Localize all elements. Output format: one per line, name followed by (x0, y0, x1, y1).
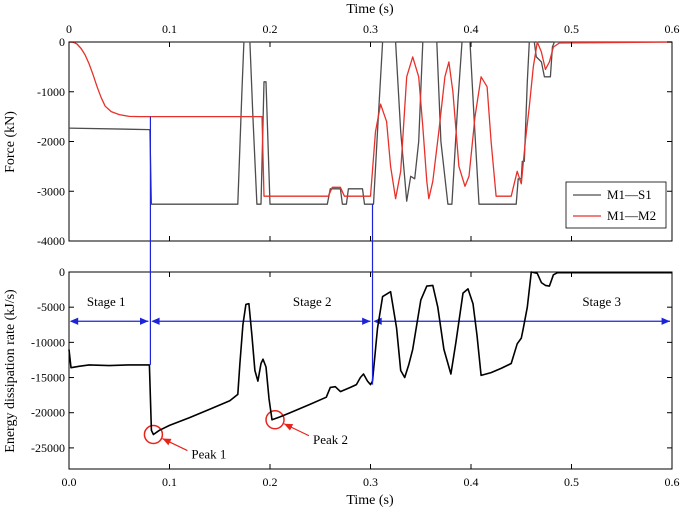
bottom-y-tick-label: -25000 (31, 441, 65, 455)
bottom-y-tick-label: -10000 (31, 335, 65, 349)
stage-label-1: Stage 1 (87, 294, 126, 309)
bottom-annotations: Stage 1 Stage 2 Stage 3 Peak 1 Peak 2 (69, 294, 670, 462)
bottom-x-tick-label: 0.3 (363, 475, 378, 489)
bottom-x-tick-label: 0.2 (263, 475, 278, 489)
bottom-series-line-0 (68, 271, 672, 436)
peak-2-label: Peak 2 (313, 432, 348, 447)
bottom-y-tick-label: 0 (59, 265, 65, 279)
bottom-x-tick-label: 0.4 (464, 475, 479, 489)
top-series (68, 41, 673, 205)
legend-label-m1-s1: M1—S1 (607, 187, 652, 202)
bottom-series (68, 271, 672, 436)
peak-1-label: Peak 1 (191, 447, 226, 462)
top-x-tick-label: 0.4 (464, 22, 479, 36)
top-x-tick-label: 0.5 (564, 22, 579, 36)
stage-label-3: Stage 3 (582, 294, 621, 309)
top-series-line-1 (68, 41, 673, 200)
top-x-tick-label: 0.3 (363, 22, 378, 36)
stage-label-2: Stage 2 (293, 294, 332, 309)
peak-1-circle (143, 424, 164, 445)
bottom-y-tick-label: -5000 (37, 300, 65, 314)
top-x-tick-label: 0.6 (665, 22, 680, 36)
peak-1-arrow (162, 437, 188, 452)
peak-2-arrow (283, 423, 310, 437)
bottom-y-tick-label: -20000 (31, 406, 65, 420)
bottom-x-tick-label: 0.0 (62, 475, 77, 489)
top-y-axis-label: Force (kN) (3, 111, 18, 173)
top-y-tick-label: -2000 (37, 135, 65, 149)
top-y-tick-label: -3000 (37, 184, 65, 198)
peak-2-circle (265, 410, 285, 430)
top-x-tick-label: 0 (66, 22, 72, 36)
bottom-x-tick-label: 0.6 (665, 475, 680, 489)
top-x-tick-label: 0.2 (263, 22, 278, 36)
axis-ticks: 0 0.1 0.2 0.3 0.4 0.5 0.6 0 -1000 -2000 -3000 -4000… (31, 22, 680, 489)
bottom-x-tick-label: 0.1 (162, 475, 177, 489)
legend-label-m1-m2: M1—M2 (607, 208, 656, 223)
top-y-tick-label: 0 (59, 35, 65, 49)
bottom-y-tick-label: -15000 (31, 371, 65, 385)
bottom-x-tick-label: 0.5 (564, 475, 579, 489)
top-series-line-0 (68, 41, 672, 205)
top-x-axis-label: Time (s) (346, 2, 394, 17)
bottom-x-axis-label: Time (s) (346, 493, 394, 508)
legend: M1—S1 M1—M2 (565, 181, 667, 229)
top-y-tick-label: -1000 (37, 85, 65, 99)
top-x-tick-label: 0.1 (162, 22, 177, 36)
bottom-y-axis-label: Energy dissipation rate (kJ/s) (3, 289, 18, 453)
top-y-tick-label: -4000 (37, 234, 65, 248)
legend-box (565, 181, 667, 229)
stage-connector-lines (149, 116, 374, 385)
